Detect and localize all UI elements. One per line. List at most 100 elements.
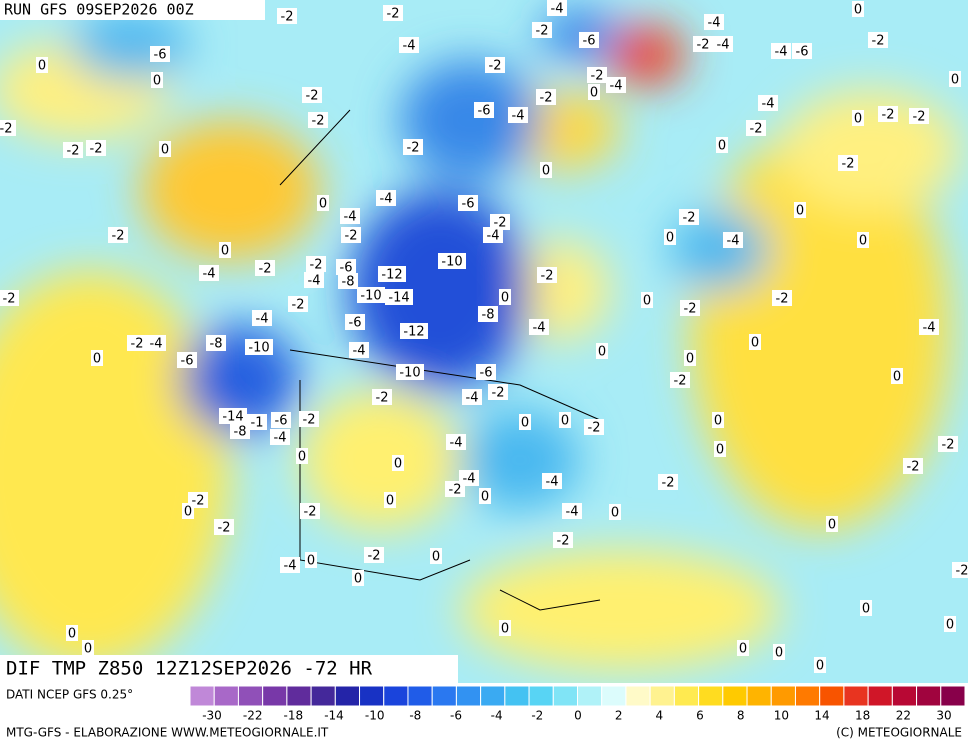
label-box (36, 57, 48, 73)
colorbar-swatch (649, 685, 675, 707)
contour-label: -2 (942, 438, 955, 453)
contour-label: -2 (387, 7, 400, 22)
label-box (317, 195, 329, 211)
contour-label: -4 (708, 16, 721, 31)
contour-label: -4 (344, 210, 357, 225)
colorbar-tick-label: -30 (202, 709, 222, 723)
label-box (772, 290, 792, 306)
contour-label: -2 (591, 69, 604, 84)
contour-label: -2 (292, 298, 305, 313)
label-box (587, 67, 607, 83)
contour-label: -12 (403, 325, 424, 340)
label-box (519, 414, 531, 430)
map-title: DIF TMP Z850 12Z12SEP2026 -72 HR (6, 658, 373, 680)
contour-label: -2 (494, 216, 507, 231)
colorbar-tick-label: -22 (243, 709, 263, 723)
label-box (146, 335, 166, 351)
label-box (588, 84, 600, 100)
label-box (376, 190, 396, 206)
label-box (716, 137, 728, 153)
contour-label: 0 (161, 143, 169, 158)
contour-label: -4 (727, 234, 740, 249)
contour-label: -2 (536, 24, 549, 39)
colorbar-swatch (916, 685, 942, 707)
label-box (280, 557, 300, 573)
label-box (680, 300, 700, 316)
label-box (559, 412, 571, 428)
label-box (462, 389, 482, 405)
contour-label: 0 (386, 494, 394, 509)
contour-label: -6 (154, 48, 167, 63)
label-box (490, 214, 510, 230)
label-box (305, 552, 317, 568)
label-box (562, 503, 582, 519)
contour-label: -4 (546, 475, 559, 490)
label-box (86, 140, 106, 156)
contour-label: 0 (394, 457, 402, 472)
label-box (909, 108, 929, 124)
colorbar-swatch (552, 685, 578, 707)
label-box (952, 562, 968, 578)
borders (279, 109, 601, 611)
label-box (91, 350, 103, 366)
contour-label: -4 (353, 344, 366, 359)
label-box (230, 423, 250, 439)
contour-label: -4 (923, 321, 936, 336)
contour-label: 0 (521, 416, 529, 431)
contour-label: -6 (349, 316, 362, 331)
contour-label: -4 (551, 2, 564, 17)
colorbar-tick-label: -4 (491, 709, 503, 723)
contour-label: -2 (683, 211, 696, 226)
colorbar-tick-label: 18 (855, 709, 870, 723)
label-box (108, 227, 128, 243)
contour-label: -2 (882, 108, 895, 123)
contour-label: 0 (221, 244, 229, 259)
label-box (536, 89, 556, 105)
label-box (949, 71, 961, 87)
contour-label: 0 (354, 572, 362, 587)
run-title: RUN GFS 09SEP2026 00Z (4, 1, 194, 19)
label-box (584, 419, 604, 435)
colorbar-swatch (891, 685, 918, 707)
contour-label: -2 (776, 292, 789, 307)
contour-label: -4 (717, 38, 730, 53)
contour-label: -10 (441, 255, 462, 270)
contour-label: -12 (381, 268, 402, 283)
colorbar-swatch (819, 685, 845, 707)
contour-labels: -2 -2 -4-40-600-4-2-6 -2 -4 -4 -6-20-2-2-40-2-… (0, 0, 968, 674)
label-box (606, 77, 626, 93)
colorbar-tick-label: 2 (615, 709, 623, 723)
label-box (277, 8, 297, 24)
contour-label: 0 (893, 370, 901, 385)
label-box (349, 342, 369, 358)
label-box (378, 266, 406, 282)
label-box (938, 436, 958, 452)
contour-label: 0 (686, 352, 694, 367)
label-box (252, 310, 272, 326)
contour-label: 0 (38, 59, 46, 74)
contour-label: -8 (342, 275, 355, 290)
contour-label: -4 (256, 312, 269, 327)
contour-label: 0 (859, 234, 867, 249)
label-box (857, 232, 869, 248)
contour-label: -2 (0, 122, 12, 137)
label-box (479, 488, 491, 504)
contour-label: 0 (481, 490, 489, 505)
contour-label: 0 (184, 505, 192, 520)
contour-label: -4 (284, 559, 297, 574)
label-box (537, 267, 557, 283)
contour-label: -4 (762, 97, 775, 112)
colorbar-tick-label: 4 (656, 709, 664, 723)
label-box (270, 429, 290, 445)
contour-label: -2 (192, 494, 205, 509)
contour-label: -2 (90, 142, 103, 157)
label-box (288, 296, 308, 312)
colorbar-swatch (262, 685, 288, 707)
contour-label: -2 (907, 460, 920, 475)
contour-label: 0 (718, 139, 726, 154)
label-box (219, 242, 231, 258)
label-box (199, 265, 219, 281)
colorbar-tick-label: -2 (531, 709, 543, 723)
contour-label: -4 (203, 267, 216, 282)
contour-label: 0 (816, 659, 824, 674)
